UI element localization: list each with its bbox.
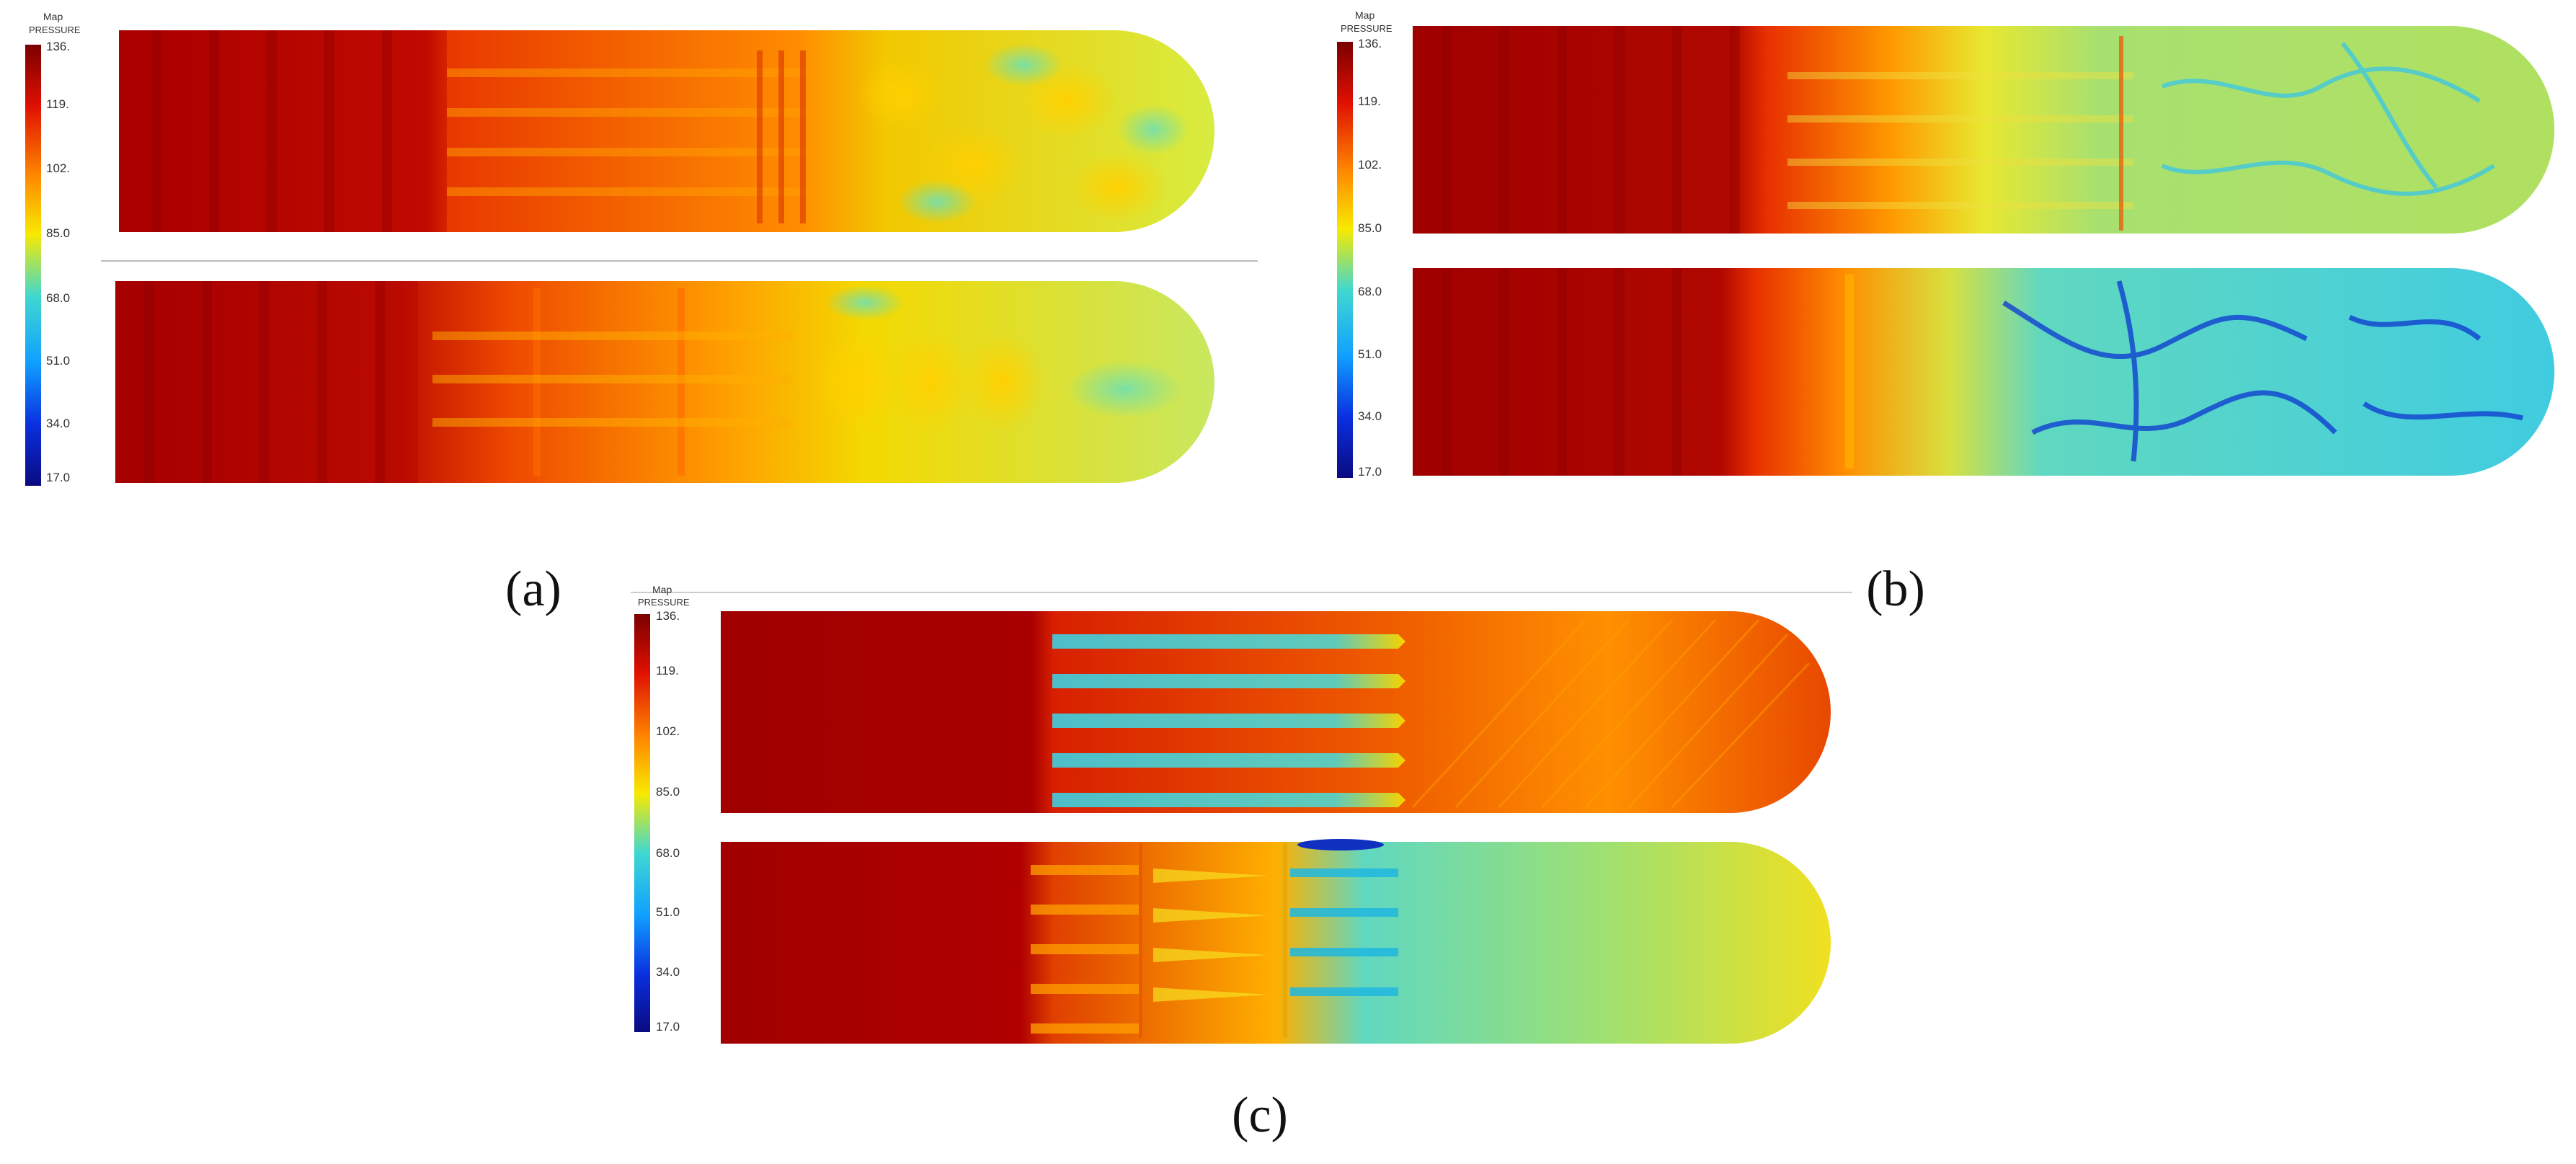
colorbar-tick: 51.0	[46, 354, 70, 368]
colorbar-b: Map PRESSURE 136. 119. 102. 85.0 68.0 51…	[1337, 9, 1393, 479]
colorbar-tick: 51.0	[656, 905, 680, 919]
colorbar-tick: 51.0	[1358, 347, 1382, 361]
panel-label-c: (c)	[1232, 1088, 1288, 1143]
colorbar-a: Map PRESSURE 136. 119. 102. 85.0 68.0 51…	[25, 11, 81, 486]
pressure-map-c-top	[721, 611, 1831, 813]
panel-a: Map PRESSURE 136. 119. 102. 85.0 68.0 51…	[25, 11, 1258, 617]
colorbar-tick: 85.0	[1358, 221, 1382, 235]
colorbar-gradient	[1337, 42, 1353, 478]
panel-label-a: (a)	[505, 561, 561, 617]
colorbar-tick: 102.	[656, 724, 680, 738]
colorbar-gradient	[25, 45, 41, 486]
colorbar-tick: 102.	[1358, 158, 1382, 172]
colorbar-tick: 85.0	[46, 226, 70, 240]
colorbar-gradient	[634, 614, 650, 1032]
panel-c: Map PRESSURE 136. 119. 102. 85.0 68.0 51…	[631, 584, 1852, 1143]
colorbar-tick: 34.0	[1358, 409, 1382, 423]
colorbar-title-pressure: PRESSURE	[1341, 23, 1393, 34]
colorbar-title-pressure: PRESSURE	[638, 597, 690, 608]
colorbar-tick: 119.	[46, 97, 69, 111]
panel-b: Map PRESSURE 136. 119. 102. 85.0 68.0 51…	[1337, 9, 2554, 617]
colorbar-c: Map PRESSURE 136. 119. 102. 85.0 68.0 51…	[634, 584, 690, 1034]
colorbar-tick: 68.0	[46, 291, 70, 305]
colorbar-tick: 136.	[656, 609, 680, 623]
colorbar-tick: 136.	[46, 40, 70, 53]
colorbar-tick: 34.0	[656, 965, 680, 979]
colorbar-tick: 34.0	[46, 417, 70, 430]
colorbar-tick: 85.0	[656, 785, 680, 799]
colorbar-title-map: Map	[1355, 9, 1374, 21]
pressure-map-b-top	[1413, 26, 2554, 234]
colorbar-tick: 68.0	[1358, 285, 1382, 298]
pressure-map-a-top	[119, 30, 1214, 232]
colorbar-tick: 136.	[1358, 37, 1382, 50]
colorbar-title-map: Map	[43, 11, 63, 22]
colorbar-title-map: Map	[652, 584, 672, 595]
pressure-map-b-bottom	[1413, 268, 2554, 476]
colorbar-tick: 102.	[46, 161, 70, 175]
colorbar-tick: 17.0	[46, 471, 70, 484]
pressure-map-c-bottom	[721, 839, 1831, 1044]
colorbar-tick: 17.0	[656, 1020, 680, 1034]
colorbar-tick: 68.0	[656, 846, 680, 860]
colorbar-tick: 119.	[1358, 94, 1381, 108]
pressure-map-a-bottom	[115, 281, 1214, 483]
colorbar-title-pressure: PRESSURE	[29, 25, 81, 35]
panel-label-b: (b)	[1866, 561, 1925, 617]
colorbar-tick: 119.	[656, 664, 679, 677]
colorbar-tick: 17.0	[1358, 465, 1382, 479]
